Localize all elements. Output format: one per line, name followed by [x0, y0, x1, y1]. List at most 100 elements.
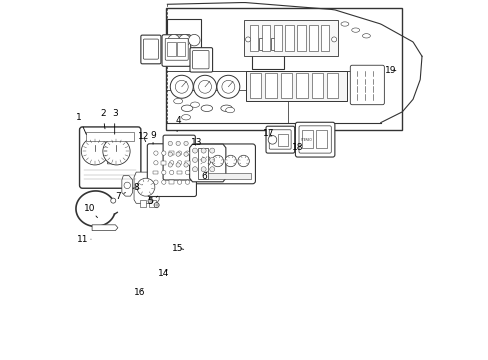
Bar — [86, 132, 134, 140]
Circle shape — [209, 148, 214, 153]
FancyBboxPatch shape — [163, 135, 195, 180]
Circle shape — [201, 157, 206, 162]
Ellipse shape — [362, 34, 369, 38]
Text: 9: 9 — [150, 131, 156, 144]
Bar — [198, 173, 250, 180]
Bar — [169, 151, 174, 155]
Circle shape — [177, 161, 182, 165]
Ellipse shape — [181, 105, 192, 112]
Circle shape — [168, 163, 172, 167]
Bar — [326, 73, 338, 98]
Polygon shape — [118, 144, 125, 156]
Bar — [246, 71, 346, 101]
FancyBboxPatch shape — [265, 126, 294, 153]
Ellipse shape — [173, 98, 182, 104]
Circle shape — [183, 152, 188, 156]
Circle shape — [168, 152, 172, 156]
Bar — [320, 25, 329, 51]
Bar — [308, 25, 317, 51]
Circle shape — [209, 157, 214, 162]
Circle shape — [176, 152, 180, 156]
Circle shape — [168, 141, 172, 145]
FancyBboxPatch shape — [80, 127, 141, 188]
Polygon shape — [134, 172, 159, 203]
Circle shape — [185, 180, 189, 184]
Circle shape — [245, 37, 250, 42]
Circle shape — [177, 180, 182, 184]
Bar — [249, 25, 258, 51]
Circle shape — [168, 35, 179, 46]
Text: 13: 13 — [191, 138, 203, 147]
Circle shape — [331, 37, 336, 42]
Ellipse shape — [225, 107, 234, 113]
Circle shape — [201, 167, 206, 172]
Bar — [167, 19, 201, 62]
Bar — [244, 21, 337, 56]
Text: 7: 7 — [115, 192, 125, 201]
FancyBboxPatch shape — [147, 144, 196, 197]
FancyBboxPatch shape — [349, 65, 384, 105]
Ellipse shape — [201, 105, 212, 112]
Bar — [315, 130, 326, 148]
Bar — [261, 25, 270, 51]
FancyBboxPatch shape — [141, 35, 161, 64]
Bar — [177, 42, 185, 56]
Circle shape — [170, 75, 193, 98]
Circle shape — [192, 167, 197, 172]
Text: 15: 15 — [172, 244, 183, 253]
Bar — [271, 39, 281, 50]
FancyBboxPatch shape — [190, 48, 212, 72]
Circle shape — [177, 151, 182, 155]
Bar — [198, 148, 208, 180]
FancyBboxPatch shape — [165, 39, 188, 60]
Circle shape — [267, 135, 276, 144]
Circle shape — [212, 155, 223, 167]
Bar — [153, 171, 158, 174]
Circle shape — [237, 155, 249, 167]
Bar — [169, 180, 174, 184]
Circle shape — [137, 178, 155, 196]
Ellipse shape — [340, 22, 348, 26]
Circle shape — [154, 203, 159, 208]
Circle shape — [153, 161, 158, 165]
Circle shape — [148, 198, 153, 203]
Text: 4: 4 — [175, 116, 181, 132]
Text: 18: 18 — [291, 143, 303, 152]
Circle shape — [176, 141, 180, 145]
Text: 1: 1 — [76, 113, 86, 134]
Circle shape — [188, 35, 200, 46]
Bar — [184, 161, 190, 165]
Circle shape — [153, 180, 158, 184]
Circle shape — [201, 148, 206, 153]
Bar — [265, 73, 276, 98]
Polygon shape — [189, 144, 225, 182]
Text: 5: 5 — [147, 196, 158, 206]
Bar — [177, 171, 182, 174]
FancyBboxPatch shape — [298, 126, 330, 153]
Circle shape — [102, 138, 130, 165]
Text: 8: 8 — [133, 183, 142, 192]
Bar — [280, 73, 292, 98]
Circle shape — [199, 155, 210, 167]
Ellipse shape — [351, 28, 359, 32]
Ellipse shape — [190, 102, 199, 107]
Ellipse shape — [221, 105, 232, 112]
FancyBboxPatch shape — [192, 50, 208, 69]
Bar — [296, 73, 307, 98]
Circle shape — [81, 138, 108, 165]
Polygon shape — [122, 176, 132, 196]
Text: 14: 14 — [158, 269, 169, 278]
Circle shape — [185, 170, 189, 175]
FancyBboxPatch shape — [162, 35, 190, 66]
Bar — [301, 130, 313, 148]
FancyBboxPatch shape — [269, 130, 290, 149]
Text: 10: 10 — [83, 204, 97, 218]
FancyBboxPatch shape — [143, 39, 158, 59]
Text: STEREO: STEREO — [300, 138, 311, 142]
Bar — [249, 73, 261, 98]
Text: 17: 17 — [263, 129, 274, 138]
Circle shape — [217, 75, 239, 98]
Circle shape — [198, 80, 211, 93]
Text: 12: 12 — [138, 132, 149, 141]
Ellipse shape — [181, 114, 190, 120]
